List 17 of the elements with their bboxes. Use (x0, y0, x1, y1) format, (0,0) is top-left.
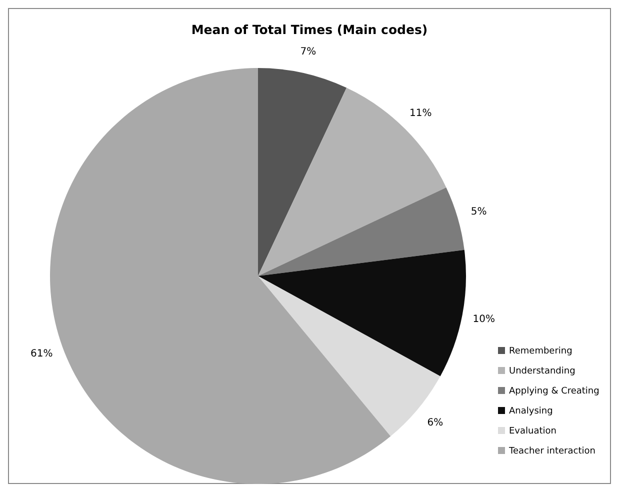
data-label: 7% (300, 46, 316, 58)
pie-slice (258, 250, 466, 376)
data-label: 5% (470, 206, 487, 218)
legend-label: Teacher interaction (508, 446, 596, 456)
pie-slice (258, 187, 464, 276)
legend-label: Applying & Creating (509, 386, 600, 396)
legend-label: Analysing (509, 406, 553, 416)
chart-title: Mean of Total Times (Main codes) (191, 22, 428, 37)
data-label: 61% (30, 348, 53, 360)
legend-label: Remembering (509, 346, 572, 356)
data-label: 11% (410, 108, 432, 120)
legend-label: Understanding (509, 366, 576, 376)
data-label: 6% (427, 417, 444, 428)
pie-slice (258, 68, 347, 276)
data-label: 10% (472, 314, 496, 325)
legend-label: Evaluation (509, 426, 556, 436)
pie-slice (258, 276, 440, 436)
